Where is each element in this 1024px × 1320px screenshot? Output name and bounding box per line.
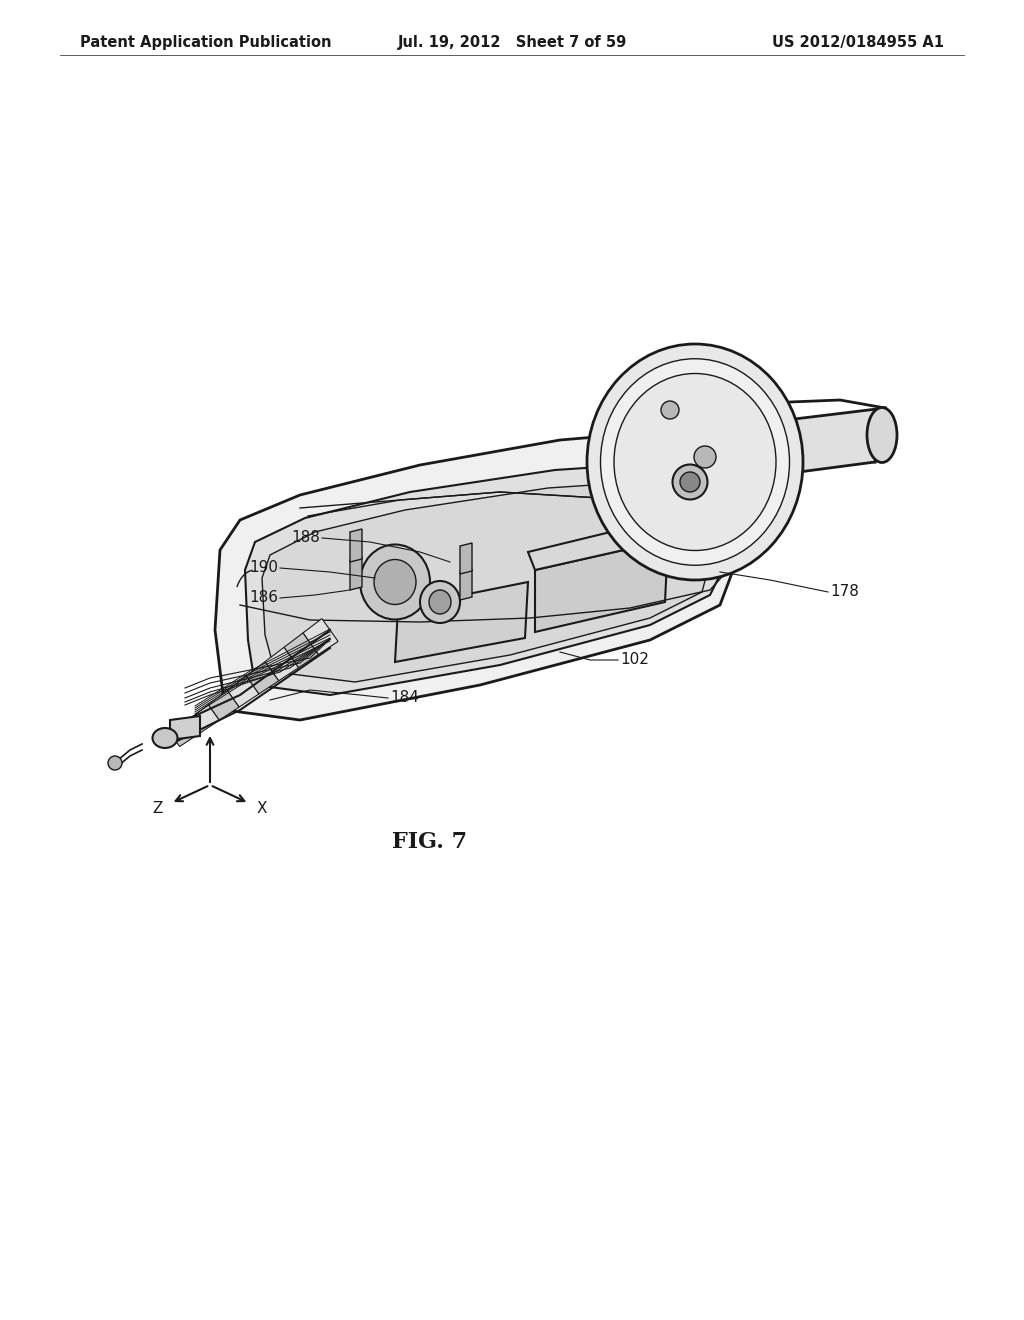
Ellipse shape (680, 473, 700, 492)
Text: 186: 186 (249, 590, 278, 606)
Text: Z: Z (153, 801, 163, 816)
Text: FIG. 7: FIG. 7 (392, 832, 468, 853)
Polygon shape (246, 661, 279, 694)
Polygon shape (528, 520, 668, 570)
Ellipse shape (614, 374, 776, 550)
Text: 190: 190 (249, 561, 278, 576)
Polygon shape (350, 529, 362, 562)
Polygon shape (262, 480, 712, 682)
Polygon shape (395, 582, 528, 663)
Ellipse shape (867, 408, 897, 462)
Ellipse shape (673, 465, 708, 499)
Ellipse shape (420, 581, 460, 623)
Polygon shape (303, 619, 338, 655)
Polygon shape (208, 690, 239, 721)
Text: US 2012/0184955 A1: US 2012/0184955 A1 (772, 36, 944, 50)
Polygon shape (170, 715, 200, 741)
Text: Patent Application Publication: Patent Application Publication (80, 36, 332, 50)
Polygon shape (535, 540, 668, 632)
Polygon shape (170, 719, 200, 747)
Polygon shape (215, 430, 740, 719)
Ellipse shape (153, 729, 177, 748)
Ellipse shape (360, 544, 430, 619)
Text: X: X (257, 801, 267, 816)
Text: 188: 188 (291, 531, 319, 545)
Polygon shape (350, 557, 362, 590)
Text: 178: 178 (830, 585, 859, 599)
Ellipse shape (587, 345, 803, 579)
Ellipse shape (694, 446, 716, 469)
Polygon shape (189, 705, 219, 734)
Polygon shape (460, 543, 472, 574)
Polygon shape (460, 569, 472, 601)
Ellipse shape (662, 401, 679, 418)
Text: 102: 102 (620, 652, 649, 668)
Polygon shape (265, 647, 298, 681)
Polygon shape (227, 676, 259, 708)
Text: Y: Y (206, 706, 215, 721)
Polygon shape (245, 462, 728, 696)
Polygon shape (284, 634, 318, 668)
Text: 184: 184 (390, 690, 419, 705)
Ellipse shape (108, 756, 122, 770)
Ellipse shape (374, 560, 416, 605)
Polygon shape (738, 408, 885, 480)
Ellipse shape (429, 590, 451, 614)
Ellipse shape (600, 359, 790, 565)
Text: Jul. 19, 2012   Sheet 7 of 59: Jul. 19, 2012 Sheet 7 of 59 (397, 36, 627, 50)
